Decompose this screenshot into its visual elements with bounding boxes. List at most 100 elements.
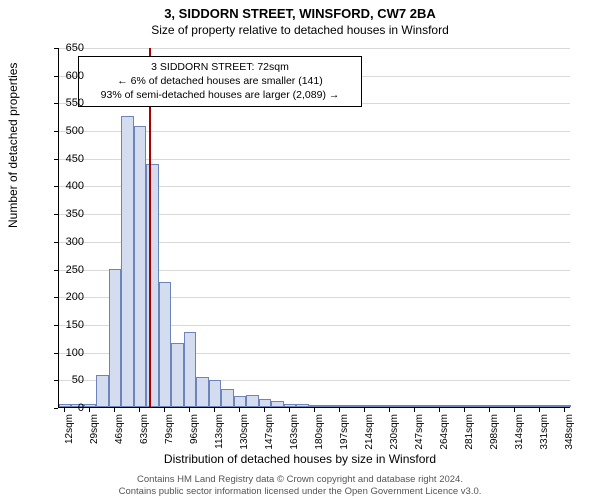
y-tick-mark: [54, 270, 58, 271]
x-tick-label: 197sqm: [339, 414, 350, 459]
histogram-bar: [459, 405, 471, 407]
x-tick-mark: [139, 408, 140, 412]
page-title: 3, SIDDORN STREET, WINSFORD, CW7 2BA: [0, 0, 600, 21]
histogram-bar: [471, 405, 483, 407]
x-tick-mark: [64, 408, 65, 412]
x-tick-label: 247sqm: [414, 414, 425, 459]
histogram-bar: [234, 396, 246, 407]
histogram-bar: [509, 405, 521, 407]
histogram-bar: [346, 405, 358, 407]
y-tick-mark: [54, 214, 58, 215]
histogram-bar: [159, 282, 171, 407]
y-tick-mark: [54, 186, 58, 187]
x-tick-mark: [89, 408, 90, 412]
info-line-1: 3 SIDDORN STREET: 72sqm: [85, 60, 355, 74]
x-tick-mark: [364, 408, 365, 412]
gridline: [59, 48, 570, 49]
histogram-bar: [384, 405, 396, 407]
y-tick-label: 200: [54, 291, 84, 303]
y-tick-label: 100: [54, 347, 84, 359]
histogram-bar: [184, 332, 196, 407]
histogram-bar: [534, 405, 546, 407]
x-tick-label: 12sqm: [64, 414, 75, 459]
histogram-bar: [421, 405, 433, 407]
histogram-bar: [484, 405, 496, 407]
x-tick-mark: [314, 408, 315, 412]
y-tick-mark: [54, 76, 58, 77]
histogram-bar: [546, 405, 558, 407]
histogram-bar: [246, 395, 258, 407]
y-tick-label: 150: [54, 319, 84, 331]
x-tick-label: 130sqm: [239, 414, 250, 459]
x-tick-mark: [164, 408, 165, 412]
histogram-bar: [284, 404, 296, 407]
y-axis-label: Number of detached properties: [6, 63, 20, 228]
y-tick-mark: [54, 242, 58, 243]
x-tick-mark: [264, 408, 265, 412]
x-tick-mark: [114, 408, 115, 412]
histogram-bar: [521, 405, 533, 407]
histogram-bar: [409, 405, 421, 407]
y-tick-mark: [54, 353, 58, 354]
histogram-bar: [196, 377, 208, 407]
x-tick-mark: [289, 408, 290, 412]
footer-line-1: Contains HM Land Registry data © Crown c…: [0, 474, 600, 486]
x-tick-label: 29sqm: [89, 414, 100, 459]
histogram-bar: [396, 405, 408, 407]
x-tick-label: 331sqm: [539, 414, 550, 459]
histogram-bar: [259, 399, 271, 407]
y-tick-label: 0: [54, 402, 84, 414]
histogram-bar: [296, 404, 308, 407]
info-line-3: 93% of semi-detached houses are larger (…: [85, 88, 355, 102]
y-tick-mark: [54, 131, 58, 132]
histogram-bar: [209, 380, 221, 407]
histogram-bar: [96, 375, 108, 407]
x-tick-label: 113sqm: [214, 414, 225, 459]
x-tick-label: 348sqm: [564, 414, 575, 459]
x-tick-label: 230sqm: [389, 414, 400, 459]
x-tick-label: 214sqm: [364, 414, 375, 459]
x-tick-label: 298sqm: [489, 414, 500, 459]
histogram-bar: [559, 405, 571, 407]
histogram-bar: [84, 404, 96, 407]
x-tick-mark: [339, 408, 340, 412]
x-tick-mark: [439, 408, 440, 412]
y-tick-mark: [54, 380, 58, 381]
footer-line-2: Contains public sector information licen…: [0, 486, 600, 498]
x-tick-mark: [214, 408, 215, 412]
x-tick-mark: [489, 408, 490, 412]
histogram-bar: [434, 405, 446, 407]
y-tick-label: 650: [54, 42, 84, 54]
y-tick-mark: [54, 48, 58, 49]
page-subtitle: Size of property relative to detached ho…: [0, 21, 600, 37]
x-tick-mark: [414, 408, 415, 412]
info-line-2: ← 6% of detached houses are smaller (141…: [85, 74, 355, 88]
histogram-bar: [334, 405, 346, 407]
x-tick-label: 79sqm: [164, 414, 175, 459]
histogram-bar: [109, 269, 121, 407]
x-tick-mark: [389, 408, 390, 412]
histogram-bar: [321, 405, 333, 407]
footer-attribution: Contains HM Land Registry data © Crown c…: [0, 474, 600, 498]
y-tick-label: 500: [54, 125, 84, 137]
x-tick-label: 96sqm: [189, 414, 200, 459]
y-tick-label: 600: [54, 70, 84, 82]
x-tick-label: 147sqm: [264, 414, 275, 459]
histogram-bar: [496, 405, 508, 407]
x-tick-mark: [464, 408, 465, 412]
y-tick-label: 550: [54, 97, 84, 109]
x-tick-mark: [514, 408, 515, 412]
histogram-bar: [221, 389, 233, 407]
y-tick-label: 300: [54, 236, 84, 248]
y-tick-label: 250: [54, 264, 84, 276]
y-tick-mark: [54, 103, 58, 104]
histogram-bar: [371, 405, 383, 407]
histogram-bar: [271, 401, 283, 407]
x-tick-label: 281sqm: [464, 414, 475, 459]
y-tick-label: 350: [54, 208, 84, 220]
histogram-bar: [134, 126, 146, 407]
x-tick-label: 180sqm: [314, 414, 325, 459]
x-tick-label: 46sqm: [114, 414, 125, 459]
x-tick-mark: [539, 408, 540, 412]
x-tick-label: 314sqm: [514, 414, 525, 459]
